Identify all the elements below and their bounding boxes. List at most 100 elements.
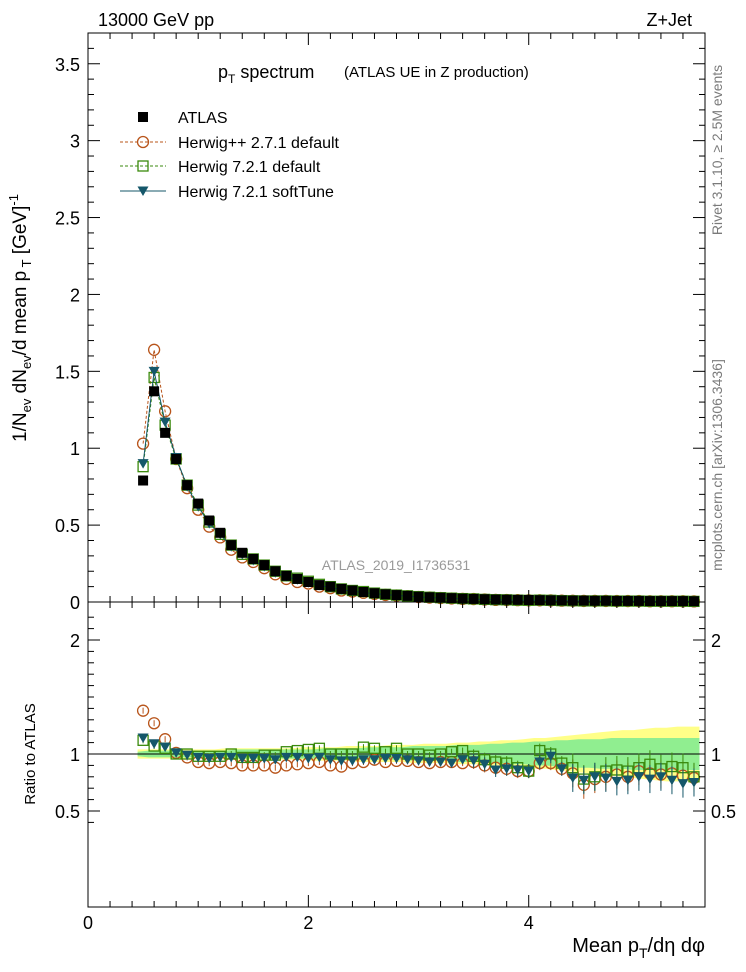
- ratio-point-softtune: [137, 733, 149, 744]
- main-point-atlas: [644, 596, 655, 607]
- main-axis-ticks: [87, 32, 706, 603]
- ratio-point-softtune: [479, 759, 491, 770]
- main-y-axis-label: 1/Nev dNev/d mean p T [GeV]-1: [6, 194, 34, 442]
- plot-title: pT spectrum: [218, 62, 314, 86]
- ylabel-part-6: [GeV]: [10, 206, 31, 260]
- ratio-point-softtune: [413, 756, 425, 766]
- ylabel-part-0: 1/N: [10, 412, 31, 442]
- ratio-point-softtune: [545, 751, 557, 762]
- main-point-atlas: [512, 594, 523, 605]
- ratio-point-softtune: [688, 778, 700, 788]
- ratio-point-softtune: [203, 754, 215, 764]
- main-line-herwigpp: [142, 349, 695, 602]
- legend-label-herwig721: Herwig 7.2.1 default: [178, 159, 321, 176]
- main-point-atlas: [347, 585, 358, 596]
- ratio-y-tick-label-right: 2: [711, 631, 721, 651]
- ratio-point-softtune: [578, 775, 590, 786]
- ratio-data-layer: [136, 704, 701, 799]
- main-point-atlas: [182, 480, 193, 491]
- ratio-point-softtune: [567, 773, 579, 783]
- main-point-atlas: [303, 577, 314, 588]
- ratio-point-herwig721: [368, 742, 381, 754]
- ylabel-part-3: ev: [19, 355, 34, 369]
- main-y-tick-label: 0: [70, 593, 80, 613]
- xlabel-part-1: T: [639, 945, 648, 961]
- ratio-point-softtune: [391, 754, 402, 764]
- ratio-point-softtune: [214, 752, 226, 763]
- main-point-atlas: [578, 595, 589, 606]
- ratio-point-softtune: [655, 772, 667, 782]
- legend-marker-herwig721: [137, 160, 149, 172]
- main-y-tick-labels: 0 0.5 1 1.5 2 2.5 3 3.5: [55, 55, 80, 613]
- main-point-atlas: [369, 588, 380, 599]
- ratio-point-softtune: [302, 754, 314, 764]
- ratio-y-tick-label: 0.5: [55, 802, 80, 822]
- ratio-y-tick-labels: 0.5 0.5 1 1 2 2: [55, 631, 736, 822]
- x-tick-labels: 0 2 4: [83, 913, 534, 933]
- main-point-herwigpp: [136, 437, 150, 450]
- main-point-herwigpp: [158, 405, 172, 418]
- main-point-atlas: [622, 595, 633, 606]
- main-point-atlas: [204, 515, 215, 526]
- legend-label-herwigpp: Herwig++ 2.7.1 default: [178, 135, 340, 152]
- main-point-softtune: [137, 459, 149, 469]
- ratio-y-tick-label: 1: [70, 745, 80, 765]
- ratio-point-softtune: [247, 754, 259, 764]
- xlabel-part-2: /dη dφ: [648, 935, 705, 957]
- ratio-point-softtune: [269, 755, 281, 765]
- main-point-atlas: [402, 590, 413, 601]
- rivet-label: Rivet 3.1.10, ≥ 2.5M events: [709, 65, 725, 235]
- ratio-point-softtune: [192, 752, 204, 763]
- main-point-atlas: [688, 596, 699, 607]
- ratio-point-softtune: [457, 755, 469, 765]
- main-point-atlas: [270, 566, 281, 577]
- main-point-atlas: [336, 583, 347, 594]
- main-point-atlas: [534, 595, 545, 606]
- main-point-atlas: [314, 580, 325, 591]
- legend-label-atlas: ATLAS: [178, 110, 228, 127]
- ratio-point-herwig721: [390, 742, 403, 754]
- main-point-atlas: [556, 595, 567, 606]
- xlabel-part-0: Mean p: [572, 935, 639, 957]
- ratio-point-softtune: [589, 772, 601, 782]
- x-axis-label: Mean pT/dη dφ: [572, 935, 705, 961]
- main-y-tick-label: 3: [70, 132, 80, 152]
- ratio-point-softtune: [600, 773, 612, 783]
- main-point-atlas: [193, 498, 204, 509]
- ratio-point-softtune: [313, 752, 325, 763]
- main-point-atlas: [215, 527, 226, 538]
- ratio-point-softtune: [368, 755, 380, 765]
- ratio-y-tick-label-right: 0.5: [711, 802, 736, 822]
- main-point-atlas: [292, 573, 303, 584]
- analysis-watermark: ATLAS_2019_I1736531: [322, 557, 471, 573]
- ratio-point-softtune: [644, 774, 656, 785]
- ylabel-part-5: T: [19, 259, 34, 270]
- ratio-point-softtune: [677, 779, 689, 789]
- ratio-y-tick-label-right: 1: [711, 745, 721, 765]
- header-right-label: Z+Jet: [646, 10, 692, 30]
- ratio-point-softtune: [501, 764, 513, 774]
- ratio-point-softtune: [148, 739, 160, 749]
- plot-title-main: p: [218, 62, 228, 82]
- ratio-point-softtune: [666, 775, 678, 786]
- legend-label-softtune: Herwig 7.2.1 softTune: [178, 184, 334, 201]
- main-point-atlas: [391, 590, 402, 601]
- ratio-y-tick-label: 2: [70, 631, 80, 651]
- main-point-atlas: [138, 475, 149, 486]
- main-point-atlas: [446, 593, 457, 604]
- ratio-axis-ticks: [87, 602, 706, 907]
- x-tick-label: 4: [524, 913, 534, 933]
- ratio-point-softtune: [357, 755, 369, 765]
- ratio-point-softtune: [258, 754, 270, 764]
- ratio-point-herwigpp: [136, 704, 150, 717]
- legend-marker-herwigpp: [136, 135, 150, 149]
- ratio-y-axis-label: Ratio to ATLAS: [22, 703, 39, 804]
- main-point-atlas: [248, 553, 259, 564]
- main-point-atlas: [490, 594, 501, 605]
- ylabel-part-2: dN: [10, 369, 31, 399]
- main-point-softtune: [159, 417, 171, 428]
- main-point-atlas: [149, 386, 160, 397]
- plot-title-tail: spectrum: [235, 62, 314, 82]
- ratio-point-softtune: [446, 758, 458, 769]
